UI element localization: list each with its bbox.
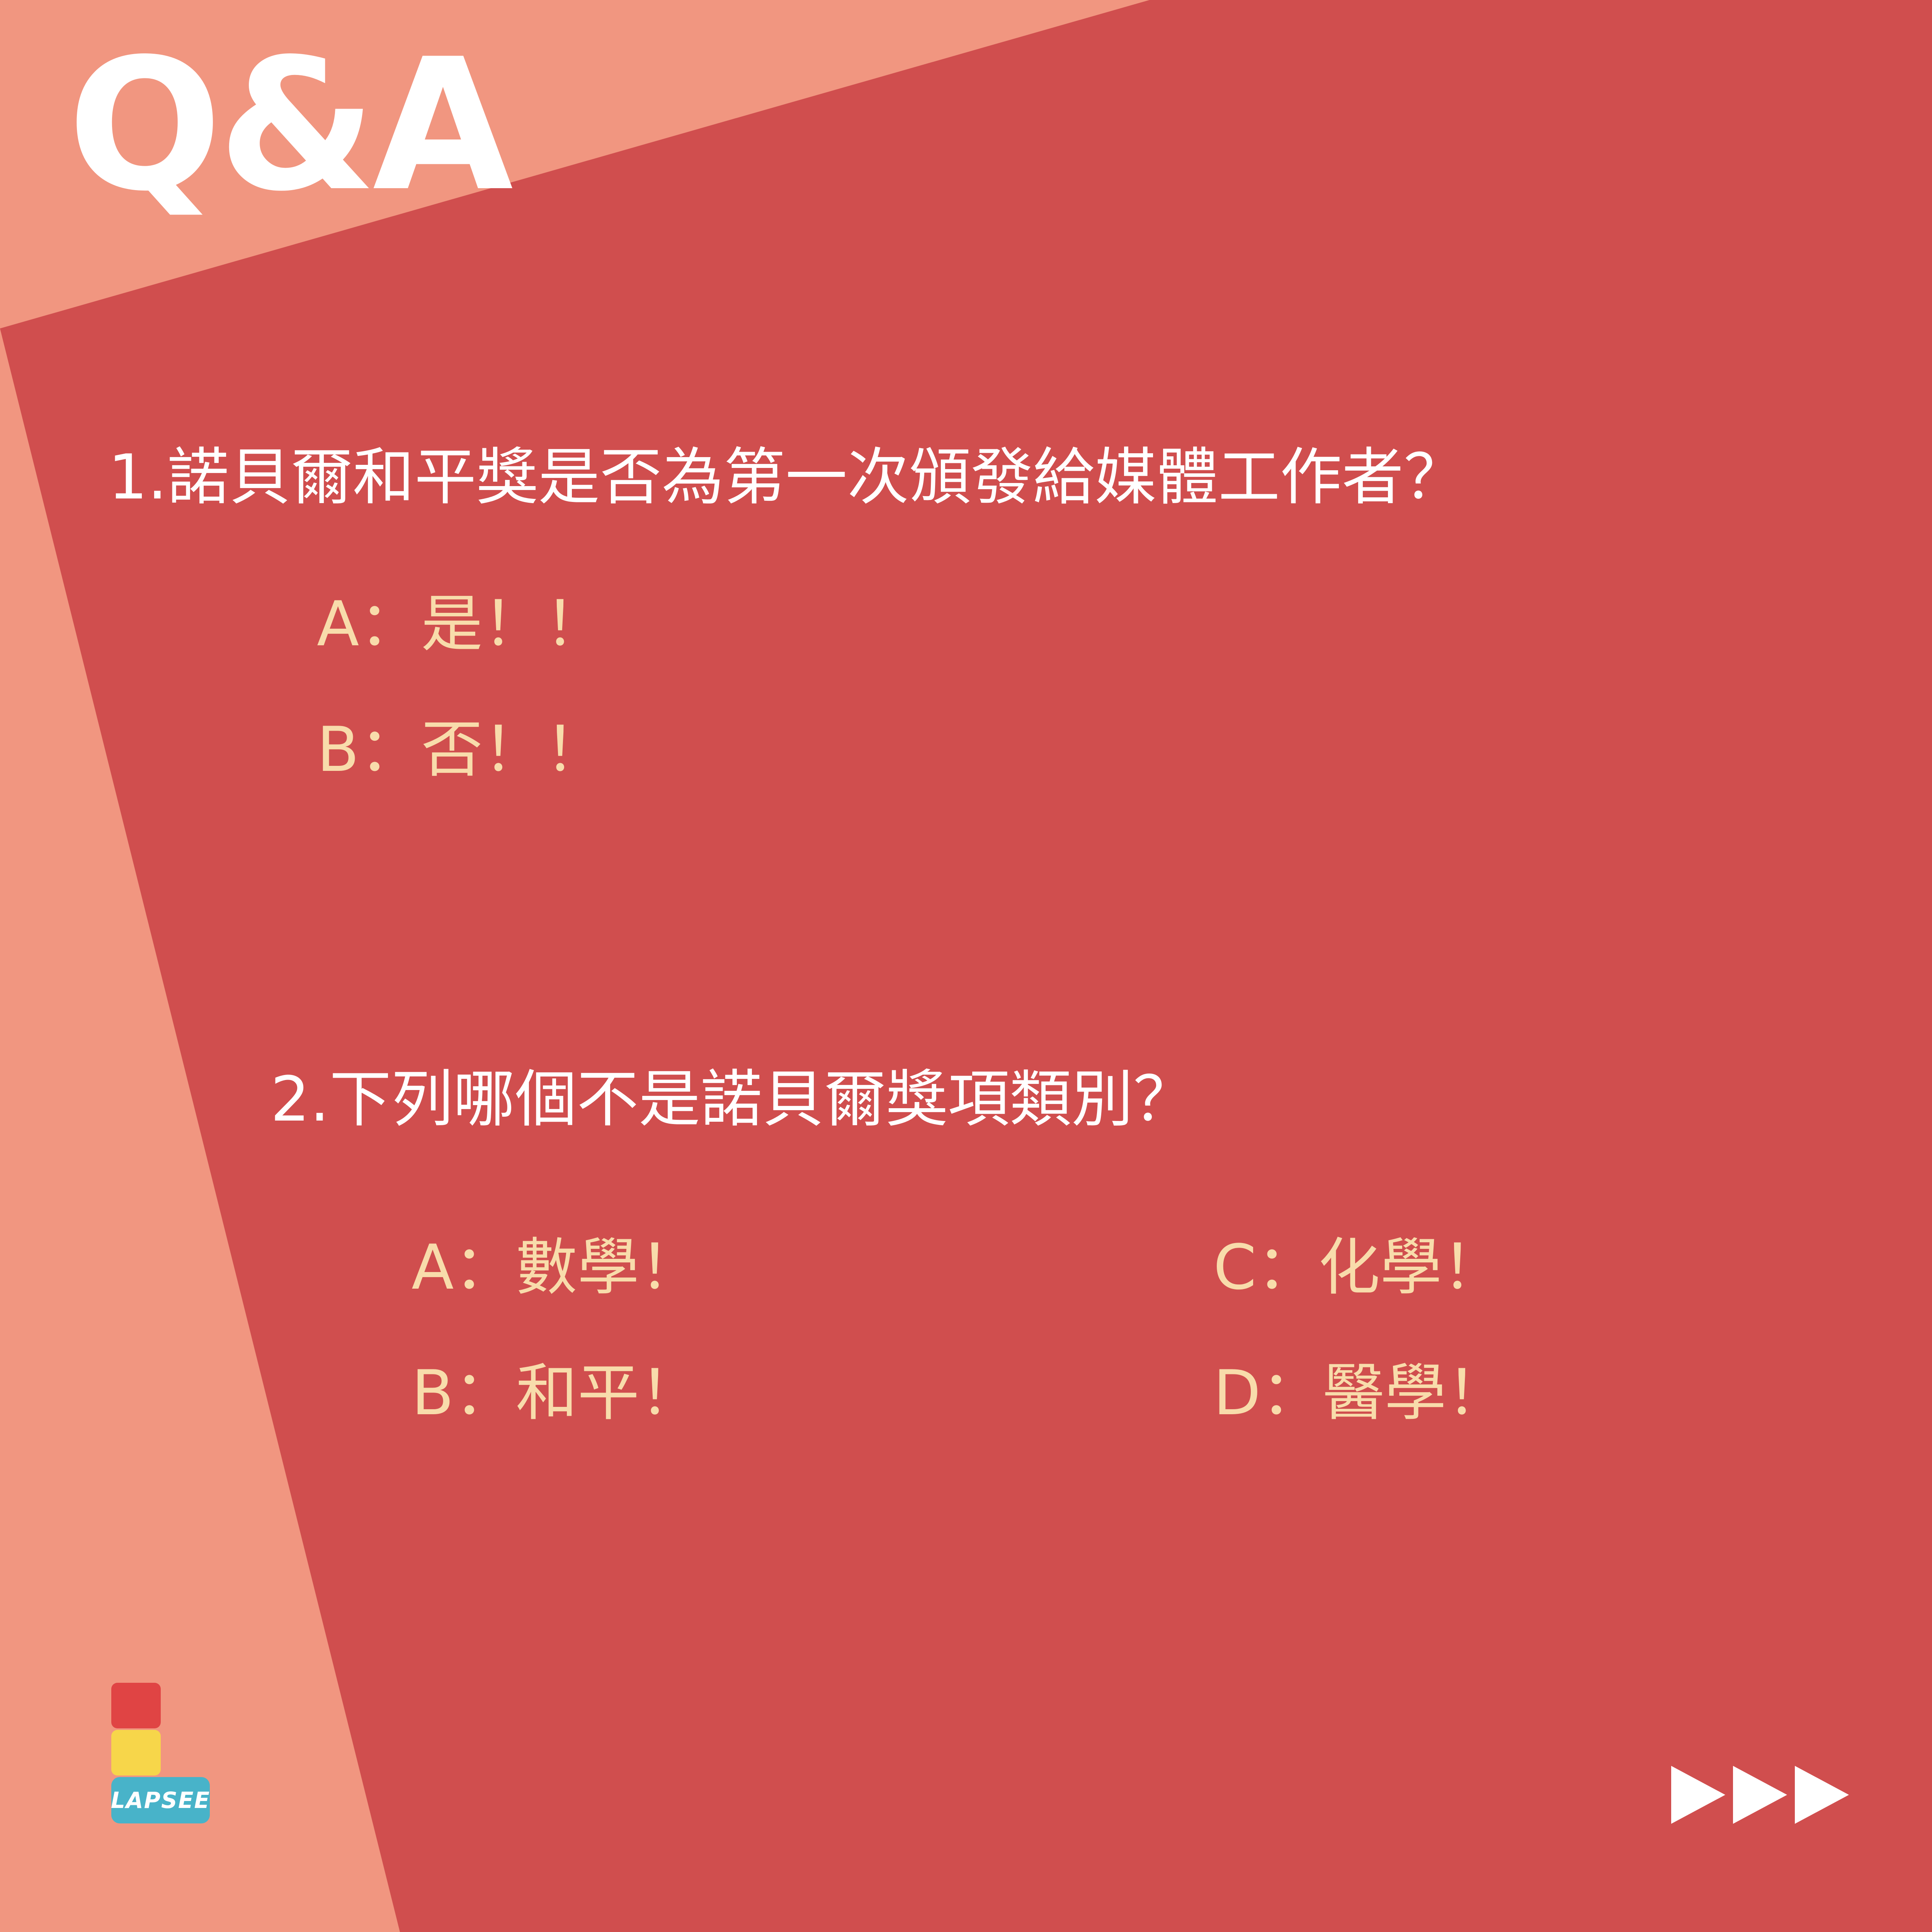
question-1: 1.諾貝爾和平獎是否為第一次頒發給媒體工作者？ (108, 441, 1466, 513)
arrow-right-icon (1733, 1766, 1787, 1824)
question-2-option-b: B：和平！ (412, 1357, 701, 1429)
page-title: Q&A (68, 20, 513, 231)
arrow-right-icon (1671, 1766, 1725, 1824)
lapsee-logo: LAPSEE (111, 1683, 210, 1823)
question-2: 2.下列哪個不是諾貝爾獎項類別？ (270, 1063, 1195, 1135)
logo-yellow-block (111, 1730, 161, 1776)
question-1-option-a: A：是！！ (317, 588, 607, 660)
triple-arrow-right-icon[interactable] (1669, 1762, 1851, 1828)
logo-red-block (111, 1683, 161, 1728)
arrow-right-icon (1795, 1766, 1849, 1824)
question-2-option-a: A：數學！ (412, 1231, 701, 1303)
question-1-option-b: B：否！！ (317, 713, 607, 786)
question-2-option-d: D：醫學！ (1213, 1357, 1509, 1429)
logo-label: LAPSEE (111, 1777, 210, 1823)
question-2-option-c: C：化學！ (1213, 1231, 1504, 1303)
